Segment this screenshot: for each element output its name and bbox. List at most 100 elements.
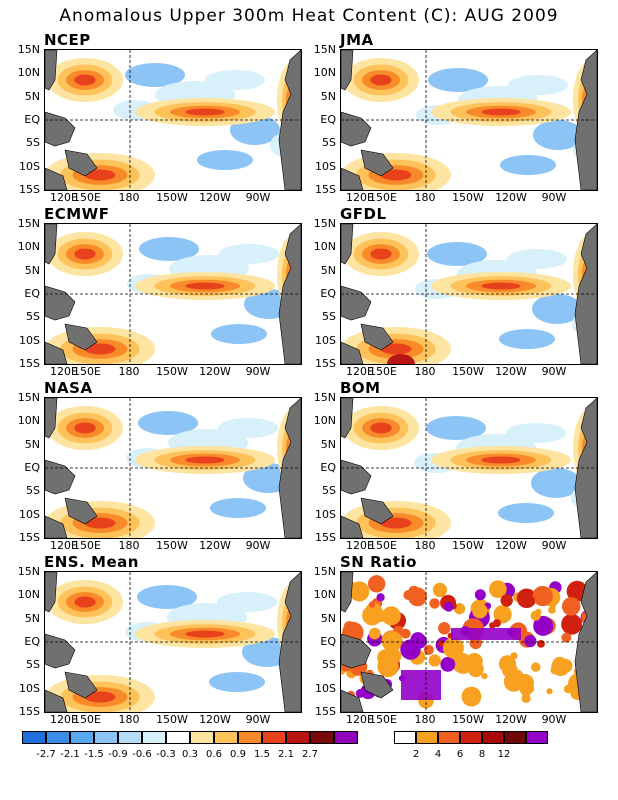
panel-label: ECMWF [44, 205, 110, 223]
y-tick-label: EQ [320, 635, 336, 648]
y-tick-label: 5S [322, 484, 336, 498]
map-svg [341, 224, 597, 364]
x-tick-label: 120E [346, 191, 374, 204]
x-tick-label: 90W [541, 191, 567, 204]
map-panel-sn-ratio: SN Ratio 15N 10N 5N EQ 5S 10S 15S 120E 150E 180 150… [296, 553, 598, 726]
y-tick-label: 15N [313, 217, 336, 230]
x-tick-label: 180 [414, 539, 436, 552]
x-tick-label: 90W [541, 539, 567, 552]
colorbar-label: -0.6 [132, 749, 152, 760]
x-tick-label: 150W [452, 365, 484, 378]
y-tick-label: 5N [320, 263, 336, 277]
y-tick-label: 10N [313, 414, 336, 428]
anomaly-colorbar: -2.7 -2.1 -1.5 -0.9 -0.6 -0.3 0.3 0.6 0.9 1.5 2.1 2… [22, 731, 358, 771]
x-tick-label: 150W [452, 539, 484, 552]
y-tick-label: 15S [315, 705, 336, 718]
contour-map [44, 49, 302, 191]
y-tick-label: 5N [24, 263, 40, 277]
colorbar-swatch [166, 731, 190, 744]
map-panel-nasa: NASA 15N 10N 5N EQ 5S 10S 15S 120E 150E 180 150W 120… [0, 379, 302, 552]
x-tick-label: 120W [495, 539, 527, 552]
y-tick-label: 15N [17, 217, 40, 230]
colorbar-label: 4 [434, 749, 442, 760]
colorbar-label: 12 [497, 749, 511, 760]
x-tick-label: 150W [156, 365, 188, 378]
colorbar-swatch [460, 731, 482, 744]
panel-label: SN Ratio [340, 553, 417, 571]
y-tick-label: 5S [322, 310, 336, 324]
x-tick-label: 120W [495, 365, 527, 378]
colorbar-swatch [94, 731, 118, 744]
y-tick-label: 10S [315, 681, 336, 695]
y-tick-label: 15N [17, 565, 40, 578]
y-tick-label: 5S [322, 136, 336, 150]
y-tick-label: 15S [19, 183, 40, 196]
colorbar-label: -0.9 [108, 749, 128, 760]
colorbar-swatch [214, 731, 238, 744]
x-tick-label: 90W [245, 365, 271, 378]
y-tick-label: 10S [19, 507, 40, 521]
x-tick-label: 150E [369, 191, 397, 204]
y-tick-label: 15N [313, 391, 336, 404]
colorbar-label: 2.7 [302, 749, 318, 760]
x-tick-label: 120W [199, 365, 231, 378]
x-tick-label: 180 [118, 539, 140, 552]
x-tick-label: 180 [414, 191, 436, 204]
y-tick-label: 5N [24, 611, 40, 625]
colorbar-swatch [22, 731, 46, 744]
map-panel-gfdl: GFDL 15N 10N 5N EQ 5S 10S 15S 120E 150E 180 150W 120… [296, 205, 598, 378]
map-svg [45, 224, 301, 364]
y-tick-label: 5S [26, 484, 40, 498]
x-tick-label: 150E [73, 539, 101, 552]
y-tick-label: 15N [17, 43, 40, 56]
x-tick-label: 120W [199, 539, 231, 552]
colorbar-swatch [504, 731, 526, 744]
colorbar-swatch [238, 731, 262, 744]
panel-label: JMA [340, 31, 374, 49]
map-svg [45, 50, 301, 190]
x-tick-label: 120W [495, 713, 527, 726]
y-tick-label: 15S [19, 705, 40, 718]
colorbar-swatch [482, 731, 504, 744]
colorbar-swatch [310, 731, 334, 744]
colorbar-label: -2.7 [36, 749, 56, 760]
colorbar-swatch [118, 731, 142, 744]
panel-label: BOM [340, 379, 381, 397]
colorbar-swatch [46, 731, 70, 744]
colorbar-swatch [286, 731, 310, 744]
map-panel-ecmwf: ECMWF 15N 10N 5N EQ 5S 10S 15S 120E 150E 180 150W 12… [0, 205, 302, 378]
y-tick-label: 5S [26, 658, 40, 672]
x-tick-label: 150W [452, 713, 484, 726]
x-tick-label: 90W [541, 365, 567, 378]
x-tick-label: 180 [118, 191, 140, 204]
y-tick-label: 10N [313, 588, 336, 602]
y-tick-label: 10N [17, 240, 40, 254]
y-tick-label: 15S [19, 357, 40, 370]
colorbar-label: 6 [456, 749, 464, 760]
colorbar-label: -2.1 [60, 749, 80, 760]
y-tick-label: 10S [19, 159, 40, 173]
x-tick-label: 120E [50, 539, 78, 552]
x-tick-label: 120W [199, 713, 231, 726]
y-tick-label: 5S [26, 136, 40, 150]
map-svg [45, 398, 301, 538]
x-tick-label: 150W [156, 191, 188, 204]
y-tick-label: 5S [26, 310, 40, 324]
map-svg [45, 572, 301, 712]
panel-label: ENS. Mean [44, 553, 139, 571]
panel-label: NASA [44, 379, 93, 397]
map-panel-bom: BOM 15N 10N 5N EQ 5S 10S 15S 120E 150E 180 150W 120W… [296, 379, 598, 552]
y-tick-label: 15S [315, 531, 336, 544]
y-tick-label: 5S [322, 658, 336, 672]
y-tick-label: 5N [320, 437, 336, 451]
y-tick-label: 10S [315, 159, 336, 173]
y-tick-label: 10S [315, 507, 336, 521]
y-tick-label: 10N [17, 414, 40, 428]
x-tick-label: 180 [118, 713, 140, 726]
contour-map [340, 49, 598, 191]
colorbar-label: 0.6 [206, 749, 222, 760]
x-tick-label: 90W [245, 191, 271, 204]
x-tick-label: 150E [369, 713, 397, 726]
map-svg [341, 572, 597, 712]
colorbar-swatch [438, 731, 460, 744]
